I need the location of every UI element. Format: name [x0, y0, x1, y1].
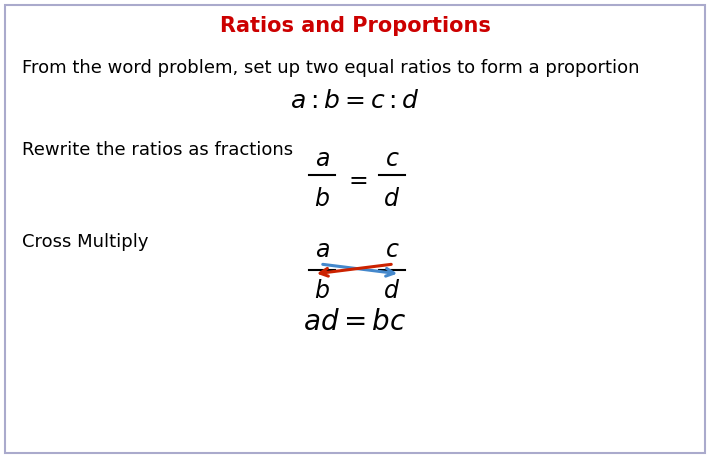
Text: Cross Multiply: Cross Multiply — [22, 233, 148, 251]
Text: $d$: $d$ — [383, 280, 400, 303]
Text: $c$: $c$ — [385, 239, 399, 262]
Text: $b$: $b$ — [314, 188, 330, 211]
Text: Ratios and Proportions: Ratios and Proportions — [219, 16, 491, 36]
Text: $ad = bc$: $ad = bc$ — [303, 310, 407, 337]
Text: $a:b = c:d$: $a:b = c:d$ — [290, 91, 420, 114]
Text: From the word problem, set up two equal ratios to form a proportion: From the word problem, set up two equal … — [22, 59, 640, 77]
FancyBboxPatch shape — [5, 5, 705, 453]
Text: $d$: $d$ — [383, 188, 400, 211]
Text: $b$: $b$ — [314, 280, 330, 303]
Text: $c$: $c$ — [385, 148, 399, 171]
Text: $a$: $a$ — [315, 239, 329, 262]
Text: Rewrite the ratios as fractions: Rewrite the ratios as fractions — [22, 141, 293, 159]
Text: $=$: $=$ — [344, 169, 368, 191]
Text: $a$: $a$ — [315, 148, 329, 171]
